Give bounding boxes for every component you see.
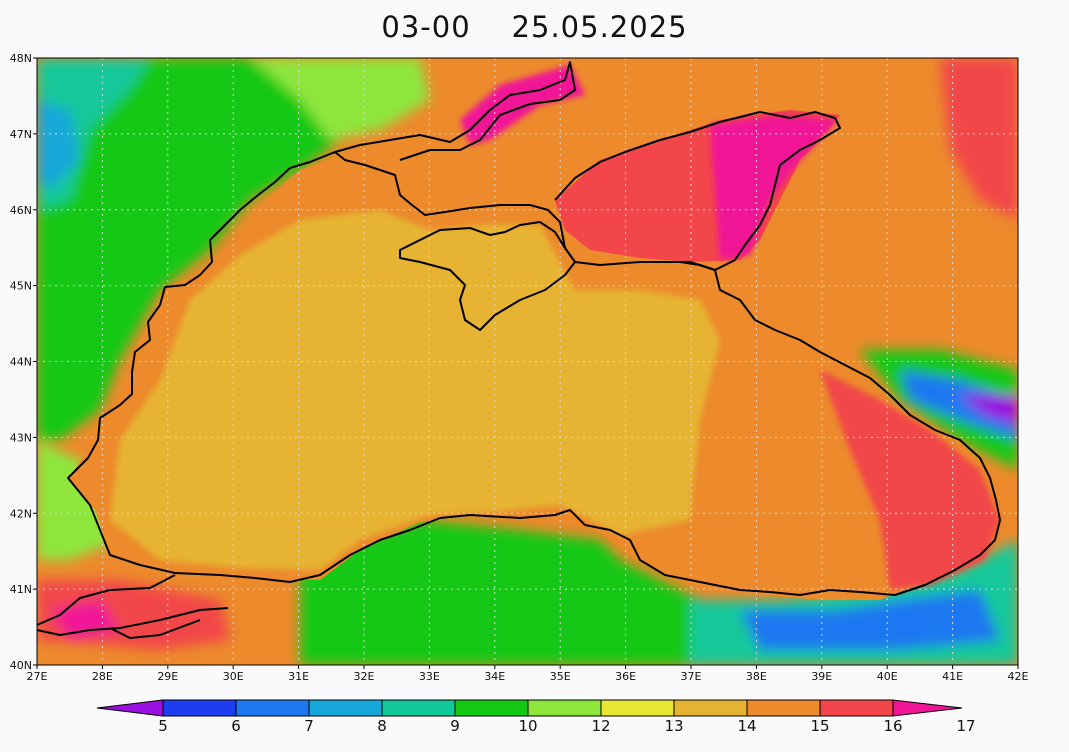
colorbar-swatch: [527, 699, 602, 717]
colorbar-label: 10: [518, 717, 537, 735]
lon-tick-label: 39E: [811, 670, 832, 683]
field-se-blue: [740, 590, 1000, 650]
colorbar: 5 6 7 8 9 10 12 13 14 15 16 17: [96, 699, 976, 735]
lat-tick-label: 43N: [10, 431, 32, 444]
lon-tick-label: 32E: [354, 670, 375, 683]
colorbar-label: 7: [304, 717, 314, 735]
lat-tick-label: 40N: [10, 659, 32, 672]
lon-tick-label: 35E: [550, 670, 571, 683]
field-east-purple: [960, 395, 1018, 425]
colorbar-swatch: [454, 699, 529, 717]
coast-dnieper: [334, 61, 576, 161]
colorbar-label: 5: [158, 717, 168, 735]
lat-tick-label: 48N: [10, 52, 32, 65]
lat-tick-label: 44N: [10, 356, 32, 369]
colorbar-label: 15: [810, 717, 829, 735]
lon-tick-label: 36E: [615, 670, 636, 683]
colorbar-label: 17: [956, 717, 975, 735]
coast-azov: [554, 111, 841, 271]
lat-tick-label: 47N: [10, 128, 32, 141]
colorbar-swatch: [381, 699, 456, 717]
colorbar-extend-high: [892, 699, 963, 717]
lon-tick-label: 27E: [27, 670, 48, 683]
colorbar-swatch: [162, 699, 237, 717]
lon-tick-label: 31E: [288, 670, 309, 683]
lon-tick-label: 30E: [223, 670, 244, 683]
field-west-cyan: [37, 100, 80, 190]
field-east-blue: [900, 370, 1018, 440]
map-grid: [37, 58, 1018, 665]
lat-tick-label: 45N: [10, 280, 32, 293]
lon-tick-label: 29E: [157, 670, 178, 683]
field-south-green: [300, 520, 700, 665]
lon-tick-label: 41E: [942, 670, 963, 683]
colorbar-swatch: [308, 699, 383, 717]
colorbar-extend-low: [96, 699, 164, 717]
colorbar-label: 16: [883, 717, 902, 735]
lon-tick-label: 33E: [419, 670, 440, 683]
field-ne-red: [940, 58, 1018, 220]
title-date: 25.05.2025: [511, 10, 688, 44]
lon-tick-label: 38E: [746, 670, 767, 683]
colorbar-label: 9: [450, 717, 460, 735]
colorbar-swatch: [746, 699, 821, 717]
colorbar-label: 6: [231, 717, 241, 735]
field-north-lime: [250, 58, 430, 140]
coastline: [36, 61, 1001, 639]
field-west-green: [37, 58, 340, 440]
colorbar-swatch: [819, 699, 894, 717]
colorbar-label: 8: [377, 717, 387, 735]
lon-axis: 27E 28E 29E 30E 31E 32E 33E 34E 35E 36E 37E 38E 39E 4…: [27, 665, 1029, 683]
lon-tick-label: 34E: [484, 670, 505, 683]
sea-central-warm: [110, 210, 720, 570]
lon-tick-label: 40E: [877, 670, 898, 683]
map-title: 03-00 25.05.2025: [0, 10, 1069, 44]
colorbar-swatch: [235, 699, 310, 717]
lat-tick-label: 42N: [10, 507, 32, 520]
coast-crimea: [399, 221, 576, 331]
colorbar-swatch: [600, 699, 675, 717]
lat-tick-label: 41N: [10, 583, 32, 596]
coast-black-sea: [67, 151, 1001, 596]
colorbar-label: 14: [737, 717, 756, 735]
colorbar-swatch: [673, 699, 748, 717]
lon-tick-label: 28E: [92, 670, 113, 683]
title-time: 03-00: [381, 10, 471, 44]
colorbar-label: 13: [664, 717, 683, 735]
lon-tick-label: 42E: [1008, 670, 1029, 683]
lon-tick-label: 37E: [681, 670, 702, 683]
coast-marmara: [36, 574, 229, 639]
lat-tick-label: 46N: [10, 204, 32, 217]
lat-axis: 40N 41N 42N 43N 44N 45N 46N 47N 48N: [10, 52, 37, 672]
sea-east-red: [820, 370, 1000, 590]
colorbar-label: 12: [591, 717, 610, 735]
